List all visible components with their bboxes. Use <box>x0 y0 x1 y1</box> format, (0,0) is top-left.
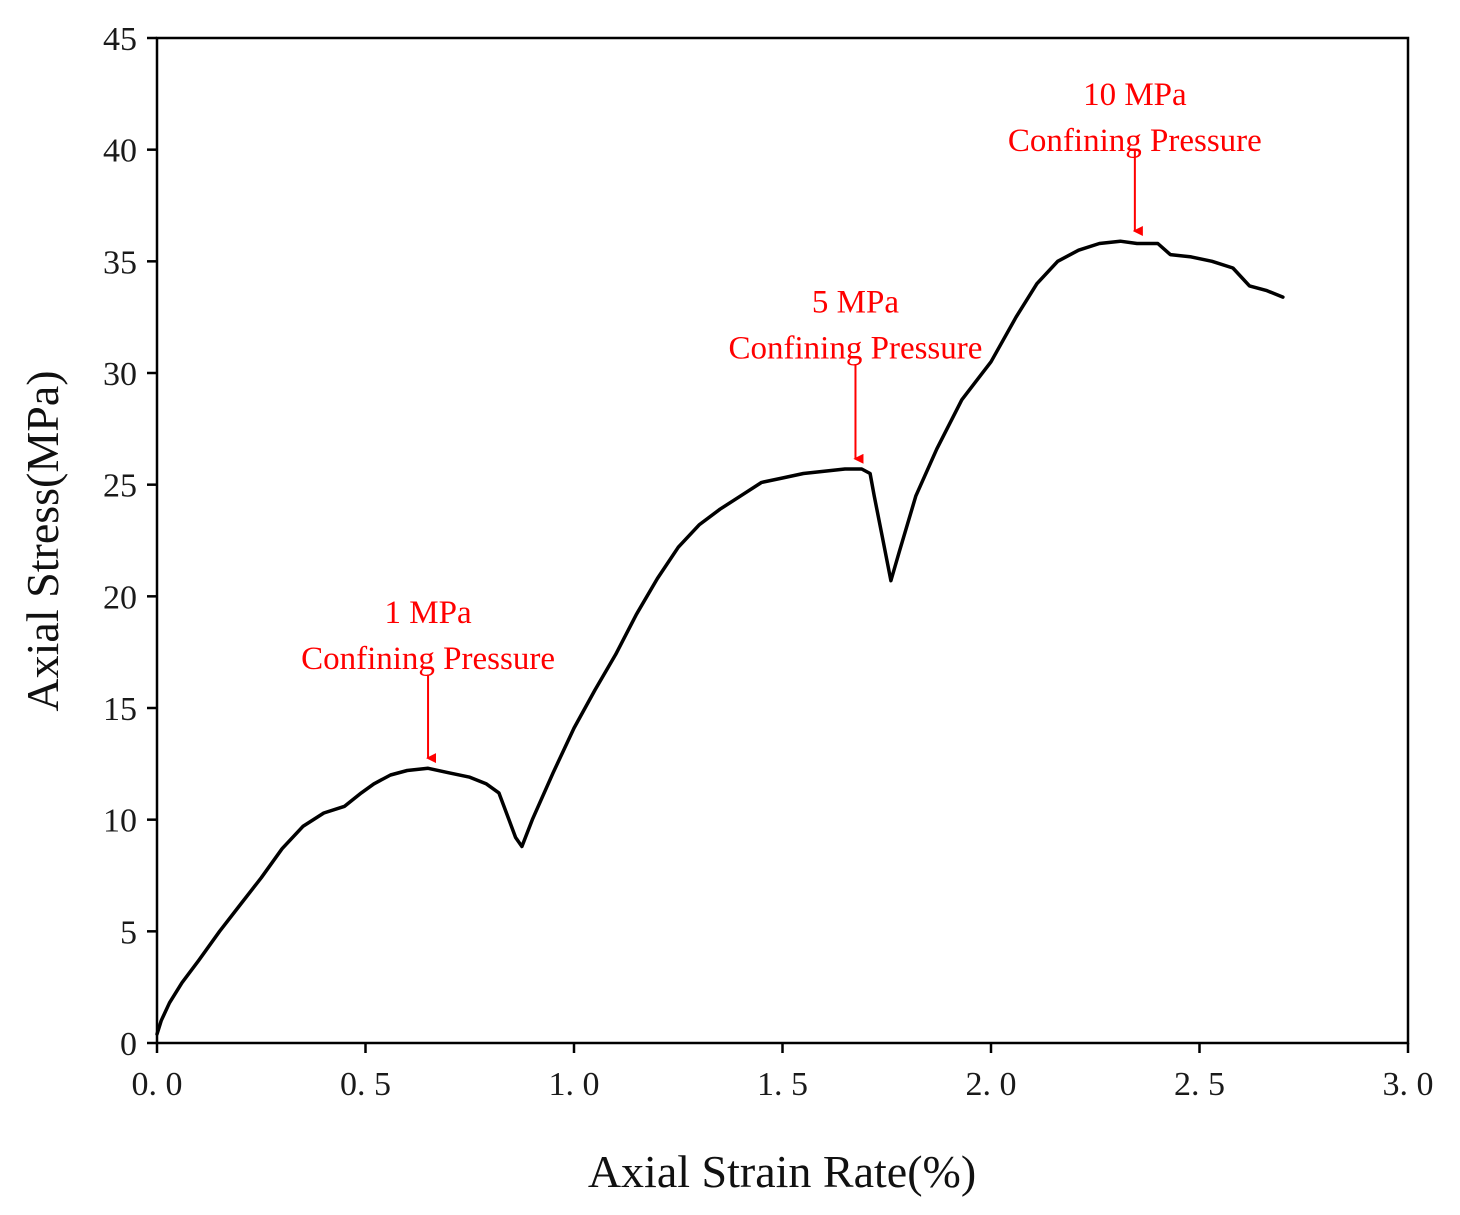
y-tick-label: 0 <box>120 1026 137 1063</box>
x-tick-label: 1. 5 <box>757 1066 808 1103</box>
series-line <box>155 239 1285 1036</box>
x-tick-label: 1. 0 <box>549 1066 600 1103</box>
series-group <box>155 239 1285 1036</box>
x-tick-label: 0. 0 <box>132 1066 183 1103</box>
y-tick-label: 10 <box>103 803 137 840</box>
annotation-line1: 5 MPa <box>812 285 899 321</box>
annotation-line1: 10 MPa <box>1083 77 1187 113</box>
annotation-line2: Confining Pressure <box>729 331 983 367</box>
annotation-line2: Confining Pressure <box>301 641 555 677</box>
y-tick-label: 30 <box>103 356 137 393</box>
annotations: 1 MPa Confining Pressure 5 MPa Confining Pr… <box>301 77 1262 764</box>
y-tick-label: 45 <box>103 21 137 58</box>
y-tick-label: 35 <box>103 244 137 281</box>
annotation-line1: 1 MPa <box>385 595 472 631</box>
annotation: 5 MPa Confining Pressure <box>729 285 983 464</box>
annotation: 1 MPa Confining Pressure <box>301 595 555 764</box>
x-tick-label: 2. 5 <box>1174 1066 1225 1103</box>
axes: 0. 0 0. 5 1. 0 1. 5 2. 0 2. 5 3. 0 0 5 10 15 20 25 30… <box>103 21 1434 1103</box>
y-tick-label: 40 <box>103 133 137 170</box>
x-tick-label: 2. 0 <box>966 1066 1017 1103</box>
x-tick-label: 0. 5 <box>340 1066 391 1103</box>
x-axis-label: Axial Strain Rate(%) <box>588 1146 976 1197</box>
y-tick-label: 15 <box>103 691 137 728</box>
x-tick-label: 3. 0 <box>1383 1066 1434 1103</box>
y-tick-label: 20 <box>103 579 137 616</box>
y-tick-label: 25 <box>103 468 137 505</box>
y-axis-label: Axial Stress(MPa) <box>17 370 68 711</box>
y-tick-label: 5 <box>120 914 137 951</box>
